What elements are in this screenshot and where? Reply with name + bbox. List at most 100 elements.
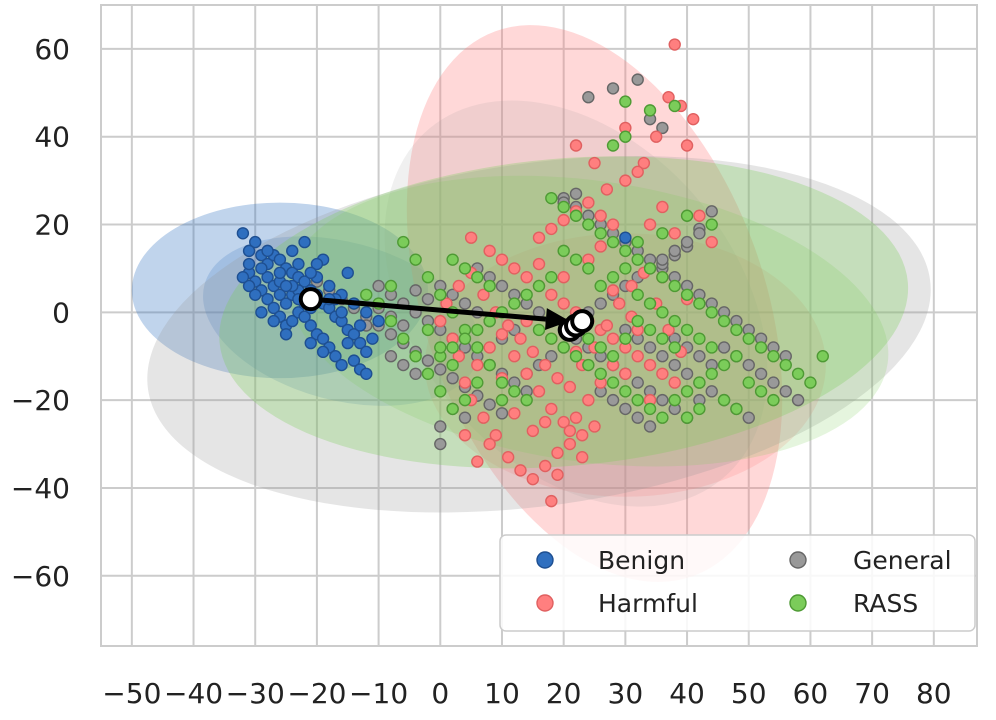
harmful-point: [545, 222, 558, 236]
rass-point: [668, 99, 681, 113]
y-tick-label: 0: [52, 296, 70, 329]
harmful-point: [569, 139, 583, 152]
harmful-point: [532, 385, 546, 398]
rass-point: [446, 402, 459, 416]
harmful-point: [575, 429, 589, 442]
rass-point: [631, 253, 644, 266]
general-point: [569, 187, 583, 200]
centroid-markers: [298, 287, 595, 342]
general-point: [458, 297, 472, 310]
rass-point: [532, 323, 546, 337]
harmful-point: [495, 253, 509, 266]
harmful-point: [532, 257, 546, 271]
general-point: [680, 235, 694, 249]
benign-point: [273, 288, 287, 301]
benign-point: [298, 235, 311, 249]
rass-point: [705, 218, 718, 231]
harmful-point: [575, 451, 589, 464]
rass-point: [594, 279, 607, 293]
rass-point: [532, 279, 546, 293]
harmful-point: [458, 376, 472, 389]
rass-point: [717, 358, 731, 372]
benign-point: [279, 297, 293, 310]
general-point: [446, 371, 459, 385]
rass-point: [557, 200, 570, 214]
harmful-point: [563, 437, 577, 451]
rass-point: [434, 288, 447, 301]
rass-point: [471, 341, 484, 354]
general-point: [656, 350, 669, 363]
general-point: [372, 279, 385, 293]
benign-point: [304, 319, 317, 332]
harmful-point: [434, 314, 447, 328]
harmful-point: [538, 415, 552, 429]
general-point: [495, 407, 509, 420]
x-tick-label: 60: [793, 677, 829, 710]
rass-point: [717, 314, 731, 328]
benign-point: [335, 358, 348, 372]
general-point: [742, 411, 755, 424]
general-point: [742, 358, 755, 372]
rass-point: [520, 288, 533, 301]
benign-point: [267, 314, 280, 328]
harmful-point: [501, 319, 515, 332]
harmful-point: [520, 367, 533, 380]
general-point: [705, 385, 718, 398]
harmful-point: [680, 139, 694, 152]
general-point: [397, 319, 410, 332]
harmful-point: [483, 437, 496, 451]
harmful-point: [452, 279, 466, 293]
rass-point: [409, 350, 422, 363]
y-axis-ticks: −60 −40 −20 0 20 40 60: [11, 33, 70, 593]
rass-point: [409, 253, 422, 266]
harmful-point: [693, 209, 706, 222]
general-point: [656, 393, 669, 407]
rass-point: [668, 314, 681, 328]
general-point: [656, 253, 669, 266]
harmful-point: [656, 200, 669, 214]
centroid-arrow: [310, 296, 570, 331]
harmful-point: [526, 345, 540, 359]
general-point: [767, 376, 780, 389]
rass-point: [606, 350, 620, 363]
rass-point: [730, 323, 743, 337]
general-point: [619, 402, 632, 416]
rass-point: [619, 385, 632, 398]
general-point: [631, 411, 644, 424]
benign-point: [267, 301, 280, 315]
harmful-point: [563, 424, 577, 438]
harmful-point: [545, 494, 558, 508]
harmful-point: [464, 231, 478, 244]
rass-point: [680, 209, 694, 222]
rass-point: [483, 279, 496, 293]
rass-point: [680, 411, 694, 424]
general-point: [421, 354, 435, 367]
rass-point: [606, 139, 620, 152]
rass-point: [656, 271, 669, 284]
harmful-point: [606, 284, 620, 297]
harmful-point: [687, 112, 700, 126]
general-point: [421, 292, 435, 306]
harmful-point: [668, 38, 681, 51]
rass-point: [421, 271, 435, 284]
general-point: [446, 288, 459, 301]
rass-point: [508, 297, 521, 310]
rass-point: [717, 393, 731, 407]
rass-point: [483, 358, 496, 372]
general-point: [717, 341, 731, 354]
benign-point: [360, 367, 373, 380]
rass-point: [434, 385, 447, 398]
x-tick-label: 20: [546, 677, 582, 710]
benign-point: [261, 244, 274, 258]
benign-point: [347, 328, 361, 341]
x-tick-label: 40: [669, 677, 705, 710]
harmful-point: [600, 319, 614, 332]
benign-point: [372, 314, 385, 328]
harmful-point: [631, 165, 644, 179]
harmful-point: [514, 332, 527, 345]
y-tick-label: −40: [11, 472, 70, 505]
harmful-point: [471, 358, 484, 372]
legend-marker-general: [789, 551, 807, 569]
harmful-point: [668, 376, 681, 389]
benign-point: [249, 235, 262, 249]
